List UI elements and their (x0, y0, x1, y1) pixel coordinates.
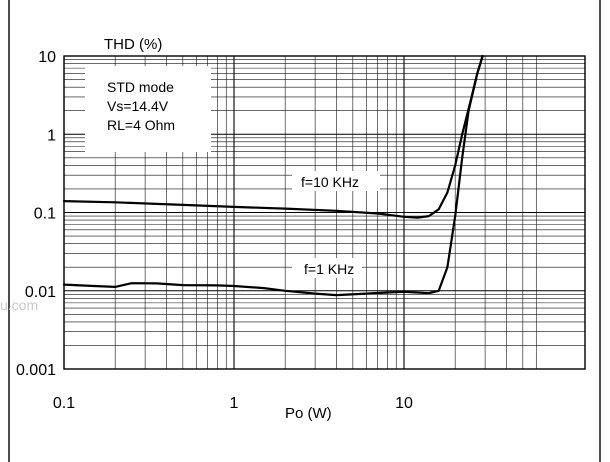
series-line-10khz (62, 54, 484, 219)
annotation-line-1: STD mode (107, 79, 174, 95)
series-lines (62, 54, 484, 297)
x-axis-title: Po (W) (285, 405, 332, 422)
y-tick-label: 0.001 (16, 362, 56, 379)
y-tick-label: 0.01 (25, 284, 56, 301)
annotation-line-2: Vs=14.4V (107, 98, 169, 114)
annotation-box-bg (85, 66, 211, 152)
plot-frame (63, 55, 586, 370)
series-label-10khz: f=10 KHz (301, 174, 359, 190)
series-label-10khz-bg (292, 171, 380, 191)
y-tick-label: 0.1 (34, 206, 56, 223)
x-tick-label: 10 (395, 395, 413, 412)
x-tick-label: 0.1 (53, 395, 75, 412)
y-tick-label: 1 (47, 127, 56, 144)
tick-labels: 0.1 1 10 10 1 0.1 0.01 0.001 (16, 49, 413, 412)
x-tick-label: 1 (230, 395, 239, 412)
y-axis-title: THD (%) (104, 36, 162, 53)
annotation-line-3: RL=4 Ohm (107, 117, 175, 133)
series-label-1khz: f=1 KHz (304, 261, 354, 277)
series-line-1khz (62, 54, 484, 297)
watermark-text: u.com (0, 297, 38, 313)
y-tick-label: 10 (38, 49, 56, 66)
series-label-1khz-bg (292, 258, 362, 278)
